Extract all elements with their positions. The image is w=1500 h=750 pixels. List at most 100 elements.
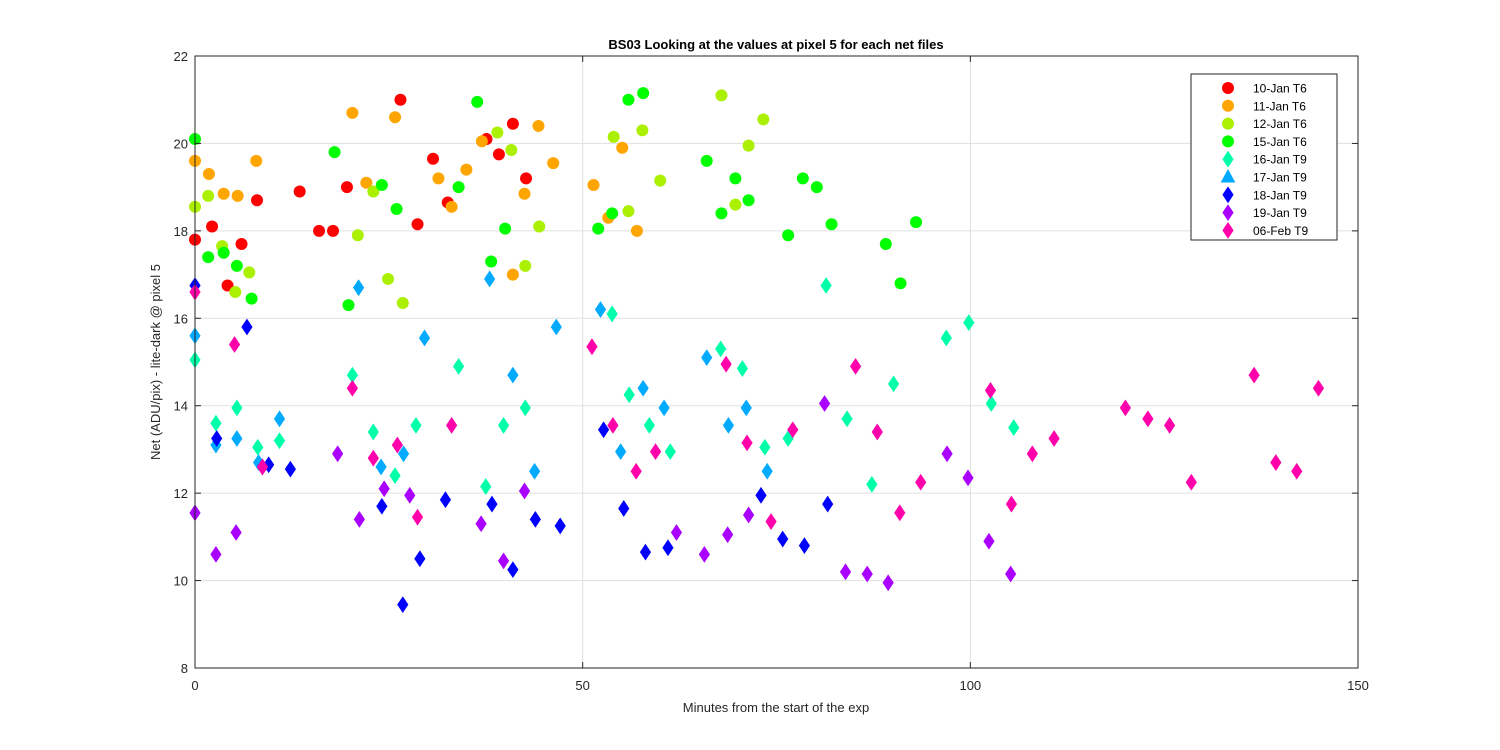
data-point xyxy=(636,124,649,137)
data-point xyxy=(528,462,541,480)
data-point xyxy=(615,443,627,461)
data-point xyxy=(492,148,505,161)
data-point xyxy=(643,416,655,434)
data-point xyxy=(452,181,465,194)
legend: 10-Jan T6 11-Jan T6 12-Jan T6 15-Jan T6 16-J… xyxy=(1190,73,1338,241)
data-point xyxy=(327,224,340,237)
data-point xyxy=(396,296,409,309)
data-point xyxy=(389,467,401,485)
legend-label: 15-Jan T6 xyxy=(1253,135,1307,149)
data-point xyxy=(411,218,424,231)
data-point xyxy=(940,329,952,347)
legend-label: 12-Jan T6 xyxy=(1253,117,1307,131)
data-point xyxy=(618,500,630,517)
data-point xyxy=(915,473,927,491)
data-point xyxy=(228,336,241,353)
data-point xyxy=(1005,565,1017,583)
series-6 xyxy=(189,277,834,614)
data-point xyxy=(698,545,710,563)
data-point xyxy=(1048,430,1060,447)
x-tick-label: 100 xyxy=(959,678,981,693)
data-point xyxy=(547,157,560,170)
data-point xyxy=(587,178,600,191)
data-point xyxy=(210,414,222,432)
data-point xyxy=(453,357,465,375)
y-tick-label: 12 xyxy=(174,486,188,501)
data-point xyxy=(376,497,388,515)
legend-marker xyxy=(1222,99,1234,112)
data-point xyxy=(414,550,426,568)
data-point xyxy=(782,229,795,242)
data-point xyxy=(360,176,373,189)
data-point xyxy=(715,207,728,220)
data-point xyxy=(378,480,390,498)
data-point xyxy=(755,486,767,504)
data-point xyxy=(796,172,809,185)
data-point xyxy=(221,279,234,292)
legend-marker xyxy=(1222,204,1234,222)
data-point xyxy=(520,172,533,185)
data-point xyxy=(1291,462,1303,480)
data-point xyxy=(346,106,359,119)
data-point xyxy=(250,154,263,167)
data-point xyxy=(1005,495,1018,513)
data-point xyxy=(397,596,409,614)
legend-label: 11-Jan T6 xyxy=(1253,99,1306,113)
data-point xyxy=(519,399,531,417)
data-point xyxy=(841,410,853,428)
data-point xyxy=(475,135,488,148)
data-point xyxy=(715,89,728,102)
data-point xyxy=(410,416,422,434)
data-point xyxy=(658,399,670,417)
axes-frame xyxy=(194,55,1359,669)
data-point xyxy=(1312,379,1325,397)
data-point xyxy=(342,299,355,312)
data-point xyxy=(586,338,598,356)
data-point xyxy=(984,382,997,399)
data-point xyxy=(375,458,387,476)
data-point xyxy=(820,277,832,294)
data-point xyxy=(849,357,862,375)
data-point xyxy=(202,168,215,181)
data-point xyxy=(217,187,230,200)
series-3 xyxy=(189,87,923,312)
data-point xyxy=(389,111,402,124)
data-point xyxy=(230,259,243,272)
series-5 xyxy=(189,270,773,480)
chart-title: BS03 Looking at the values at pixel 5 fo… xyxy=(608,37,943,52)
x-tick-label: 150 xyxy=(1347,678,1369,693)
x-tick-label: 0 xyxy=(191,678,198,693)
data-point xyxy=(445,200,458,213)
data-point xyxy=(245,292,258,305)
data-point xyxy=(637,87,650,100)
legend-label: 17-Jan T9 xyxy=(1253,171,1307,185)
data-point xyxy=(861,565,873,583)
data-point xyxy=(742,194,755,207)
data-point xyxy=(480,478,492,495)
data-point xyxy=(606,207,619,220)
data-point xyxy=(210,545,222,563)
data-point xyxy=(662,539,674,557)
data-point xyxy=(394,93,407,106)
data-point xyxy=(757,113,770,126)
data-point xyxy=(554,517,566,535)
legend-marker xyxy=(1222,135,1234,148)
data-point xyxy=(822,495,834,513)
y-tick-label: 14 xyxy=(174,399,188,414)
legend-label: 06-Feb T9 xyxy=(1253,224,1308,238)
data-point xyxy=(649,443,662,461)
data-point xyxy=(622,93,635,106)
data-point xyxy=(229,286,242,299)
data-points xyxy=(189,87,1325,614)
data-point xyxy=(866,475,878,493)
data-point xyxy=(273,410,286,428)
data-point xyxy=(499,222,512,235)
data-point xyxy=(231,430,243,447)
x-tick-label: 50 xyxy=(575,678,589,693)
data-point xyxy=(623,386,635,404)
data-point xyxy=(235,237,248,250)
data-point xyxy=(352,279,365,297)
data-point xyxy=(722,416,735,434)
data-point xyxy=(1026,445,1038,463)
